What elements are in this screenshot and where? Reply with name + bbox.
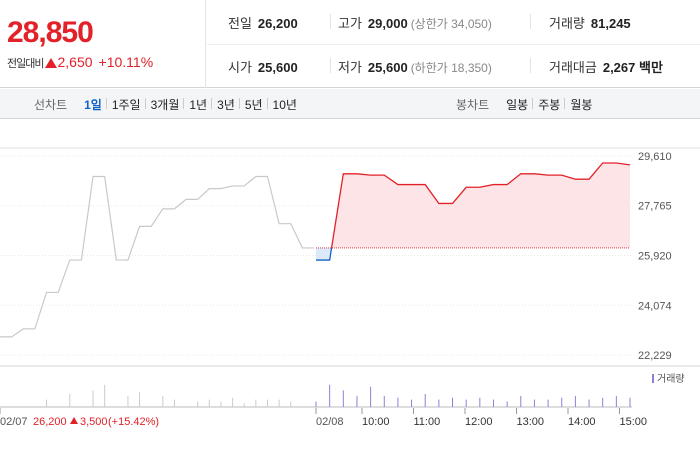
high-price: 고가 29,000 (상한가 34,050) [338, 16, 492, 31]
tab-weekly-candle[interactable]: 주봉 [532, 96, 565, 113]
tab-5year[interactable]: 5년 [238, 96, 268, 113]
y-tick-label: 22,229 [638, 350, 672, 362]
prev-up-icon [70, 417, 78, 424]
current-price: 28,850 [7, 16, 94, 49]
prev-date-label: 02/07 [0, 416, 28, 428]
volume-legend-swatch [652, 374, 654, 383]
lower-limit: (하한가 18,350) [410, 61, 492, 75]
tab-1week[interactable]: 1주일 [105, 96, 146, 113]
candle-chart-label: 봉차트 [456, 97, 490, 112]
prev-change-label: 3,500 [80, 416, 108, 428]
upper-limit: (상한가 34,050) [410, 17, 492, 31]
chart-tabbar: 선차트 1일 1주일 3개월 1년 3년 5년 10년 봉차트 일봉 주봉 월봉 [0, 89, 700, 119]
high-value: 29,000 [367, 16, 408, 31]
x-tick-label: 12:00 [465, 416, 493, 428]
down-area [316, 247, 332, 261]
y-tick-label: 29,610 [638, 151, 672, 163]
x-tick-label: 14:00 [568, 416, 596, 428]
today-date-label: 02/08 [316, 416, 344, 428]
change-label: 전일대비 [7, 58, 44, 70]
price-chart: 29,610 27,765 25,920 24,074 22,229 거래량 02/07… [0, 147, 700, 428]
x-tick-label: 11:00 [414, 416, 441, 428]
volume: 거래량 81,245 [549, 16, 631, 31]
change-amount: 2,650 [57, 54, 93, 70]
volume-legend: 거래량 [657, 373, 685, 385]
today-series-line-up [330, 162, 630, 248]
x-tick-label: 13:00 [517, 416, 545, 428]
stock-summary: 28,850 전일대비 2,650 +10.11% 전일 26,200 고가 29,00… [0, 0, 700, 88]
y-tick-label: 24,074 [638, 300, 672, 312]
prev-day-series-line [0, 175, 314, 338]
tab-daily-candle[interactable]: 일봉 [506, 97, 529, 112]
low-price: 저가 25,600 (하한가 18,350) [338, 60, 492, 75]
prev-close-label: 26,200 [33, 416, 67, 428]
price-box: 28,850 전일대비 2,650 +10.11% [0, 0, 206, 88]
prev-change-pct-label: (+15.42%) [108, 416, 159, 428]
low-value: 25,600 [367, 60, 408, 75]
trade-value: 거래대금 2,267 백만 [549, 60, 663, 75]
up-area [316, 163, 630, 248]
tab-monthly-candle[interactable]: 월봉 [564, 96, 597, 113]
prev-close: 전일 26,200 [228, 16, 298, 31]
open-value: 25,600 [257, 60, 298, 75]
up-triangle-icon [45, 58, 58, 68]
tab-10year[interactable]: 10년 [266, 96, 302, 113]
line-chart-label: 선차트 [34, 97, 68, 112]
y-tick-label: 25,920 [638, 250, 672, 262]
price-change: 전일대비 2,650 +10.11% [7, 54, 153, 72]
y-tick-label: 27,765 [638, 201, 672, 213]
tab-1year[interactable]: 1년 [183, 96, 212, 113]
tab-3month[interactable]: 3개월 [144, 96, 185, 113]
tab-1day[interactable]: 1일 [84, 97, 102, 112]
change-percent: +10.11% [98, 54, 154, 70]
x-tick-label: 15:00 [620, 416, 648, 428]
candle-chart-tabs: 봉차트 일봉 주봉 월봉 [456, 89, 597, 119]
line-chart-tabs: 선차트 1일 1주일 3개월 1년 3년 5년 10년 [34, 89, 302, 119]
tab-3year[interactable]: 3년 [211, 96, 240, 113]
x-tick-label: 10:00 [362, 416, 390, 428]
open-price: 시가 25,600 [228, 60, 298, 75]
